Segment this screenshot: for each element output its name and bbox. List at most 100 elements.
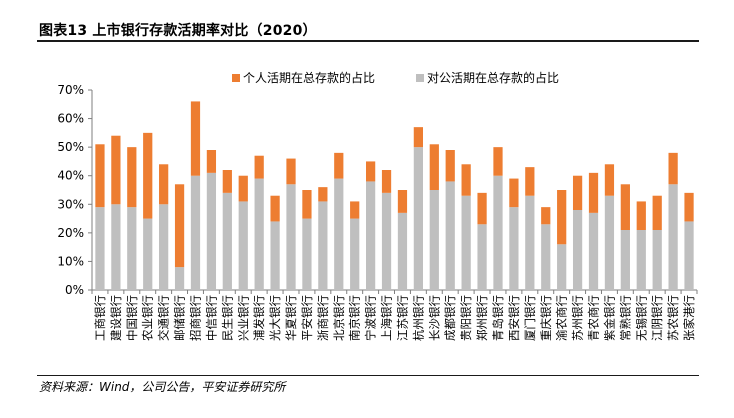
bar-corporate bbox=[588, 212, 599, 290]
bar-corporate bbox=[604, 195, 615, 290]
bar-corporate bbox=[684, 221, 694, 290]
bar-corporate bbox=[668, 184, 678, 290]
x-category-label: 中国银行 bbox=[125, 295, 139, 341]
bar-corporate bbox=[525, 195, 535, 290]
chart-axes: 0% 10% 20% 30% 40% 50% 60% 70% 工商银行 建设银行 中国银行 农业银行交… bbox=[57, 83, 698, 341]
source-rule bbox=[37, 375, 699, 376]
x-category-label: 成都银行 bbox=[443, 295, 457, 341]
x-category-label: 平安银行 bbox=[300, 295, 314, 341]
bar-personal bbox=[461, 164, 471, 196]
bar-personal bbox=[111, 135, 121, 205]
x-category-label: 江苏银行 bbox=[395, 295, 409, 341]
x-category-label: 苏农银行 bbox=[666, 295, 680, 341]
bar-personal bbox=[254, 155, 264, 179]
bar-personal bbox=[238, 175, 248, 202]
bar-corporate bbox=[397, 212, 408, 290]
bar-corporate bbox=[143, 218, 153, 290]
x-category-label: 交通银行 bbox=[157, 295, 171, 341]
legend-swatch bbox=[416, 74, 424, 82]
y-tick-label: 30% bbox=[57, 197, 84, 211]
x-category-label: 浦发银行 bbox=[252, 295, 266, 341]
bar-personal bbox=[588, 172, 599, 213]
x-category-label: 民生银行 bbox=[220, 295, 234, 341]
bar-corporate bbox=[429, 190, 439, 290]
x-category-label: 招商银行 bbox=[188, 295, 202, 341]
bar-corporate bbox=[111, 204, 121, 290]
bar-personal bbox=[509, 178, 519, 208]
bar-corporate bbox=[206, 172, 217, 290]
bar-corporate bbox=[461, 195, 471, 290]
bar-personal bbox=[429, 144, 439, 190]
x-category-label: 南京银行 bbox=[348, 295, 362, 341]
title-rule bbox=[37, 40, 699, 42]
y-tick-label: 20% bbox=[57, 226, 84, 240]
x-category-label: 光大银行 bbox=[268, 295, 282, 341]
bar-personal bbox=[159, 164, 169, 205]
y-tick-label: 0% bbox=[65, 283, 84, 297]
bar-personal bbox=[95, 144, 105, 208]
y-tick-label: 50% bbox=[57, 140, 84, 154]
bar-corporate bbox=[174, 267, 185, 290]
bar-corporate bbox=[509, 207, 519, 290]
bar-personal bbox=[350, 201, 360, 219]
y-tick-label: 60% bbox=[57, 112, 84, 126]
bar-personal bbox=[286, 158, 296, 185]
x-category-label: 兴业银行 bbox=[236, 295, 250, 341]
bar-corporate bbox=[381, 192, 392, 290]
bar-corporate bbox=[572, 210, 583, 290]
x-category-label: 郑州银行 bbox=[475, 295, 489, 341]
bar-corporate bbox=[95, 207, 105, 290]
x-category-label: 华夏银行 bbox=[284, 295, 298, 341]
bar-corporate bbox=[413, 147, 423, 290]
bar-personal bbox=[413, 127, 423, 148]
x-category-label: 贵阳银行 bbox=[459, 295, 473, 341]
bar-personal bbox=[684, 192, 694, 222]
figure-title-bar: 图表13 上市银行存款活期率对比（2020） bbox=[37, 18, 699, 42]
x-category-label: 浙商银行 bbox=[316, 295, 330, 341]
y-tick-label: 40% bbox=[57, 169, 84, 183]
x-category-label: 杭州银行 bbox=[411, 295, 425, 341]
bar-personal bbox=[381, 170, 392, 193]
bar-personal bbox=[366, 161, 376, 182]
bar-personal bbox=[334, 152, 344, 179]
bar-personal bbox=[477, 192, 487, 225]
y-tick-label: 70% bbox=[57, 83, 84, 97]
bar-personal bbox=[206, 150, 217, 173]
bar-personal bbox=[174, 184, 185, 268]
bar-corporate bbox=[127, 207, 137, 290]
bar-personal bbox=[270, 195, 280, 222]
source-note: 资料来源：Wind，公司公告，平安证券研究所 bbox=[39, 380, 286, 394]
bar-corporate bbox=[541, 224, 551, 290]
x-category-label: 工商银行 bbox=[93, 295, 107, 341]
bar-corporate bbox=[350, 218, 360, 290]
x-category-label: 中信银行 bbox=[204, 295, 218, 341]
x-category-label: 厦门银行 bbox=[523, 295, 537, 341]
bar-personal bbox=[302, 190, 312, 219]
bar-corporate bbox=[222, 192, 232, 290]
x-category-label: 邮储银行 bbox=[173, 295, 187, 341]
x-category-label: 常熟银行 bbox=[618, 295, 632, 341]
bar-corporate bbox=[190, 175, 201, 290]
x-category-label: 无锡银行 bbox=[634, 295, 648, 341]
bar-corporate bbox=[620, 230, 630, 290]
x-category-label: 渝农商行 bbox=[555, 295, 569, 341]
bar-personal bbox=[190, 101, 201, 176]
x-category-label: 重庆银行 bbox=[539, 295, 553, 341]
x-category-label: 青岛银行 bbox=[491, 295, 505, 341]
bar-corporate bbox=[557, 244, 567, 290]
bar-personal bbox=[127, 147, 137, 208]
bar-corporate bbox=[270, 221, 280, 290]
bar-corporate bbox=[159, 204, 169, 290]
x-category-label: 苏州银行 bbox=[571, 295, 585, 341]
bar-corporate bbox=[302, 218, 312, 290]
bar-corporate bbox=[238, 201, 248, 290]
legend-label: 个人活期在总存款的占比 bbox=[243, 70, 375, 85]
bar-corporate bbox=[636, 230, 646, 290]
x-category-label: 建设银行 bbox=[109, 295, 123, 341]
bar-corporate bbox=[493, 175, 503, 290]
bar-personal bbox=[572, 175, 583, 210]
bar-personal bbox=[636, 201, 646, 230]
bar-personal bbox=[652, 195, 662, 230]
x-category-label: 西安银行 bbox=[507, 295, 521, 341]
